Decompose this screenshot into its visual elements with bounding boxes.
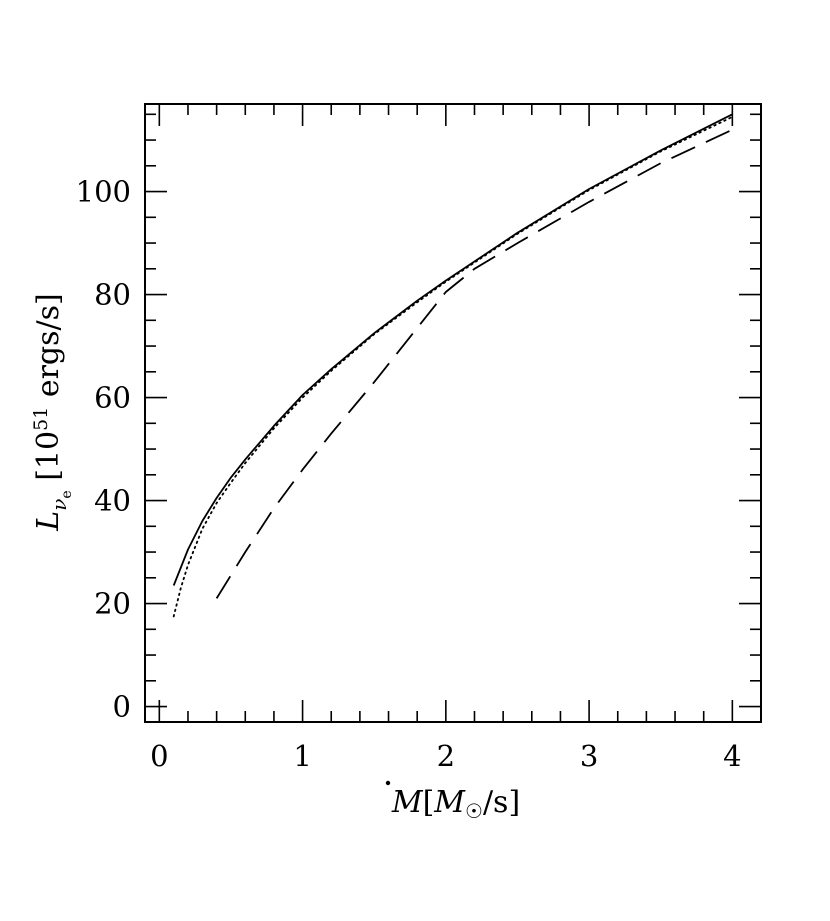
axis-ticks [145,104,762,722]
y-axis-label: Lνe [1051 ergs/s] [30,293,75,531]
series-line-solid [172,113,733,586]
series-group [172,113,734,618]
x-tick-label: 2 [437,739,455,773]
y-tick-label: 0 [113,690,131,724]
plot-frame [144,103,762,723]
y-tick-label: 80 [94,278,131,312]
x-axis-label: M[M☉/s] [385,780,520,823]
x-tick-label: 0 [150,739,168,773]
x-tick-label: 1 [293,739,311,773]
y-tick-label: 100 [76,175,131,209]
x-tick-label: 4 [723,739,741,773]
series-line-dotted [172,116,734,618]
svg-text:Lνe [1051 ergs/s]: Lνe [1051 ergs/s] [30,293,75,531]
x-tick-labels: 0 1 2 3 4 [150,739,741,773]
y-tick-label: 20 [94,587,131,621]
x-tick-label: 3 [580,739,598,773]
series-line-dashed [215,128,733,599]
svg-text:M[M☉/s]: M[M☉/s] [391,785,520,823]
y-tick-label: 40 [94,484,131,518]
y-tick-labels: 0 20 40 60 80 100 [76,175,131,724]
y-tick-label: 60 [94,381,131,415]
